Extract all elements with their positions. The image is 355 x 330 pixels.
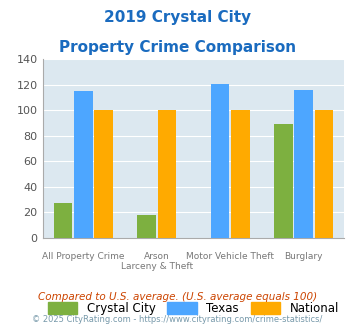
Bar bbox=[274, 124, 293, 238]
Text: Property Crime Comparison: Property Crime Comparison bbox=[59, 40, 296, 54]
Text: Larceny & Theft: Larceny & Theft bbox=[121, 262, 193, 271]
Bar bbox=[94, 110, 113, 238]
Text: 2019 Crystal City: 2019 Crystal City bbox=[104, 10, 251, 25]
Text: Motor Vehicle Theft: Motor Vehicle Theft bbox=[186, 251, 274, 261]
Bar bbox=[211, 83, 229, 238]
Text: Arson: Arson bbox=[144, 251, 170, 261]
Bar bbox=[74, 91, 93, 238]
Text: Compared to U.S. average. (U.S. average equals 100): Compared to U.S. average. (U.S. average … bbox=[38, 292, 317, 302]
Text: All Property Crime: All Property Crime bbox=[42, 251, 125, 261]
Bar bbox=[158, 110, 176, 238]
Text: © 2025 CityRating.com - https://www.cityrating.com/crime-statistics/: © 2025 CityRating.com - https://www.city… bbox=[32, 315, 323, 324]
Bar bbox=[294, 90, 313, 238]
Bar bbox=[231, 110, 250, 238]
Bar bbox=[315, 110, 333, 238]
Bar bbox=[54, 203, 72, 238]
Legend: Crystal City, Texas, National: Crystal City, Texas, National bbox=[43, 297, 344, 319]
Text: Burglary: Burglary bbox=[284, 251, 323, 261]
Bar bbox=[137, 215, 156, 238]
